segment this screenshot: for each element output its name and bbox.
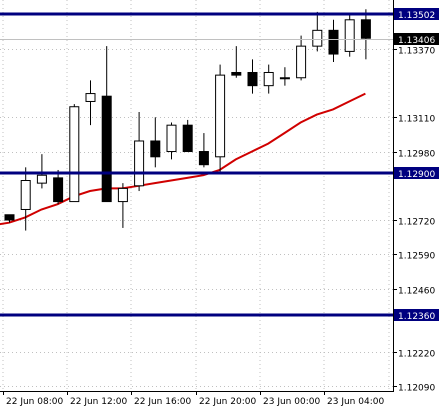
candle-body-bull (117, 187, 128, 203)
candle-body-bear (4, 214, 15, 221)
candle (215, 64, 226, 173)
y-tick-label: 1.12220 (398, 350, 435, 360)
candle (328, 19, 339, 62)
x-tick-label: 23 Jun 04:00 (327, 397, 384, 407)
candle (69, 104, 80, 203)
candle-body-bear (150, 140, 161, 158)
candle-body-bear (360, 19, 371, 39)
candle-body-bear (182, 124, 193, 153)
candle (53, 169, 64, 205)
candle-body-bull (279, 77, 290, 80)
candle-body-bull (215, 74, 226, 158)
level-price-tag (394, 167, 439, 179)
candle (101, 46, 112, 203)
candles (4, 9, 371, 231)
moving-average (0, 92, 366, 226)
candle-body-bear (101, 95, 112, 203)
price-axis: 1.13370 1.13110 1.12980 1.12720 1.12590 1.124… (393, 47, 435, 394)
current-price-tag (394, 33, 439, 45)
candle-body-bull (312, 29, 323, 47)
candle-body-bear (247, 71, 258, 87)
candle-body-bull (20, 180, 31, 210)
x-tick-label: 22 Jun 08:00 (6, 397, 63, 407)
candle (279, 67, 290, 86)
candle-body-bear (328, 29, 339, 55)
candle (85, 80, 96, 126)
candle (231, 46, 242, 78)
candle (117, 183, 128, 228)
candle (198, 133, 209, 168)
x-tick-label: 22 Jun 12:00 (70, 397, 127, 407)
candle (312, 11, 323, 52)
candle (150, 117, 161, 168)
candle (263, 64, 274, 94)
x-tick-label: 22 Jun 16:00 (134, 397, 191, 407)
y-tick-label: 1.12720 (398, 218, 435, 228)
candle-body-bull (263, 71, 274, 87)
current-price-label: 1.13406 (398, 36, 435, 46)
horizontal-levels: 1.13502 1.12900 1.12360 1.13406 (0, 8, 439, 322)
candle-body-bear (231, 71, 242, 76)
level-price-label: 1.12900 (398, 170, 435, 180)
candle (344, 14, 355, 57)
y-tick-label: 1.12460 (398, 287, 435, 297)
candle (36, 154, 47, 189)
candle (182, 119, 193, 153)
candle (134, 112, 145, 192)
candle-body-bear (198, 151, 209, 166)
candle-body-bull (36, 174, 47, 184)
x-tick-label: 23 Jun 00:00 (263, 397, 320, 407)
candle (247, 59, 258, 94)
ma-line (0, 92, 366, 226)
level-price-tag (394, 8, 439, 20)
level-price-tag (394, 309, 439, 321)
level-price-label: 1.12360 (398, 312, 435, 322)
y-tick-label: 1.12090 (398, 384, 435, 394)
y-tick-label: 1.13110 (398, 115, 435, 125)
y-tick-label: 1.12590 (398, 252, 435, 262)
candle-body-bear (53, 177, 64, 203)
grid (0, 0, 393, 391)
candle-body-bull (296, 45, 307, 79)
candle-body-bull (166, 124, 177, 153)
x-tick-label: 22 Jun 20:00 (199, 397, 256, 407)
candle-body-bull (344, 19, 355, 52)
y-tick-label: 1.12980 (398, 150, 435, 160)
candle-body-bull (69, 106, 80, 203)
candle-body-bull (134, 140, 145, 187)
candle (20, 167, 31, 231)
y-tick-label: 1.13370 (398, 47, 435, 57)
candle (4, 214, 15, 223)
level-price-label: 1.13502 (398, 11, 435, 21)
candle-body-bull (85, 93, 96, 102)
candle (360, 9, 371, 60)
candle (296, 35, 307, 81)
candle (166, 122, 177, 160)
time-axis: 22 Jun 08:00 22 Jun 12:00 22 Jun 16:00 22 J… (3, 391, 384, 407)
